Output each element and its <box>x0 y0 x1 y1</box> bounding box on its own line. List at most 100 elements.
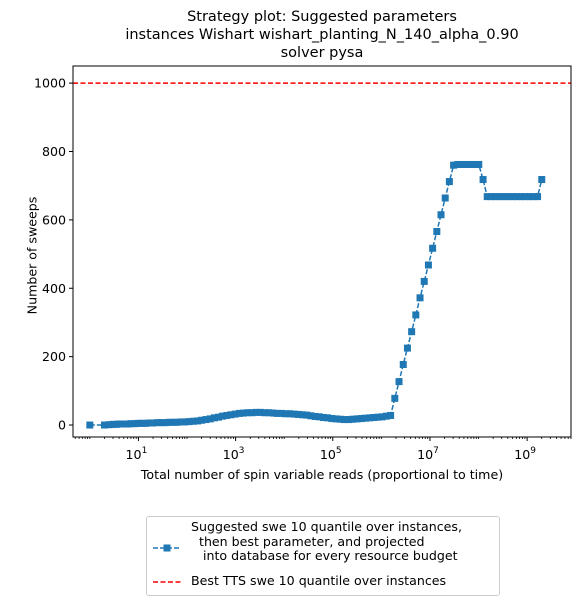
suggested-series-point <box>173 418 181 426</box>
suggested-series-point <box>479 176 487 184</box>
x-tick-label: 109 <box>514 446 536 462</box>
suggested-series-point <box>294 410 302 418</box>
suggested-series-point <box>529 193 537 201</box>
suggested-series-point <box>86 421 94 429</box>
chart-title-line-3: solver pysa <box>280 45 364 61</box>
legend: Suggested swe 10 quantile over instances… <box>146 516 500 596</box>
y-tick-label: 800 <box>42 144 66 159</box>
suggested-series-point <box>227 411 235 419</box>
suggested-series-point <box>215 413 223 421</box>
suggested-series-point <box>429 244 437 252</box>
suggested-series-point <box>445 178 453 186</box>
suggested-series-point <box>244 409 252 417</box>
suggested-series-point <box>475 160 483 168</box>
suggested-series-point <box>194 417 202 425</box>
suggested-series-point <box>504 193 512 201</box>
suggested-series-point <box>185 418 193 426</box>
suggested-series-point <box>223 411 231 419</box>
suggested-series-point <box>462 160 470 168</box>
suggested-series-point <box>361 414 369 422</box>
suggested-series-point <box>282 410 290 418</box>
suggested-series-point <box>508 193 516 201</box>
suggested-series-point <box>303 411 311 419</box>
suggested-series-point <box>149 419 157 427</box>
suggested-series-point <box>261 409 269 417</box>
suggested-series-point <box>298 411 306 419</box>
suggested-series-point <box>395 378 403 386</box>
suggested-series-point <box>366 414 374 422</box>
x-tick-label: 101 <box>126 446 148 462</box>
x-tick-exponent: 9 <box>530 446 536 456</box>
suggested-series-point <box>349 415 357 423</box>
suggested-series-point <box>120 420 128 428</box>
x-tick-label: 103 <box>223 446 245 462</box>
suggested-series-point <box>496 193 504 201</box>
suggested-series-point <box>239 409 247 417</box>
suggested-series-point <box>290 410 298 418</box>
suggested-series-point <box>324 414 332 422</box>
legend-label-suggested: Suggested swe 10 quantile over instances… <box>191 519 462 563</box>
plot-frame <box>72 65 572 438</box>
suggested-series-point <box>517 193 525 201</box>
suggested-series-point <box>538 176 546 184</box>
suggested-series-point <box>374 413 382 421</box>
suggested-series-point <box>219 412 227 420</box>
y-tick-label: 0 <box>58 418 66 433</box>
suggested-series-point <box>340 416 348 424</box>
x-tick-exponent: 1 <box>142 446 148 456</box>
suggested-series-point <box>500 193 508 201</box>
legend-marker-suggested <box>163 544 171 552</box>
suggested-series-point <box>161 419 169 427</box>
suggested-series-point <box>357 415 365 423</box>
x-tick-exponent: 7 <box>433 446 439 456</box>
suggested-series-point <box>391 394 399 402</box>
suggested-series-point <box>458 160 466 168</box>
suggested-series-point <box>210 414 218 422</box>
legend-label-best-tts: Best TTS swe 10 quantile over instances <box>191 573 447 588</box>
suggested-series-point <box>100 421 108 429</box>
suggested-series-point <box>399 361 407 369</box>
suggested-series-point <box>483 193 491 201</box>
suggested-series-point <box>315 413 323 421</box>
suggested-series-line <box>89 163 543 426</box>
suggested-series-point <box>265 409 273 417</box>
x-tick-label: 107 <box>417 446 439 462</box>
suggested-series-point <box>115 420 123 428</box>
suggested-series-point <box>370 414 378 422</box>
suggested-series-point <box>165 418 173 426</box>
suggested-series-point <box>521 193 529 201</box>
suggested-series-point <box>525 193 533 201</box>
suggested-series-point <box>454 160 462 168</box>
suggested-series-point <box>311 412 319 420</box>
suggested-series-point <box>332 415 340 423</box>
legend-swatches <box>153 544 181 583</box>
suggested-series-point <box>134 419 142 427</box>
x-axis-ticks: 101 103 105 107 109 <box>74 437 572 462</box>
suggested-series-point <box>378 413 386 421</box>
suggested-series-point <box>382 412 390 420</box>
suggested-series-point <box>336 415 344 423</box>
suggested-series-point <box>154 419 162 427</box>
suggested-series-point <box>105 421 113 429</box>
suggested-series-point <box>492 193 500 201</box>
x-tick-exponent: 5 <box>336 446 342 456</box>
suggested-series-point <box>412 311 420 319</box>
suggested-series-point <box>177 418 185 426</box>
suggested-series-point <box>142 419 150 427</box>
suggested-series-point <box>471 160 479 168</box>
x-axis-label: Total number of spin variable reads (pro… <box>140 467 504 482</box>
suggested-series-point <box>416 294 424 302</box>
suggested-series-point <box>487 193 495 201</box>
suggested-series-point <box>466 160 474 168</box>
suggested-series-point <box>202 416 210 424</box>
suggested-series-point <box>420 277 428 285</box>
suggested-series-point <box>387 411 395 419</box>
suggested-series-point <box>286 410 294 418</box>
suggested-series-point <box>235 409 243 417</box>
suggested-series-point <box>231 410 239 418</box>
suggested-series-point <box>328 415 336 423</box>
x-tick-exponent: 3 <box>239 446 245 456</box>
chart-title-line-1: Strategy plot: Suggested parameters <box>187 9 457 25</box>
suggested-series-point <box>181 418 189 426</box>
